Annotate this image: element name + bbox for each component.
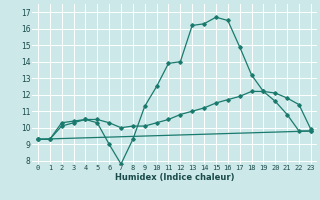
- X-axis label: Humidex (Indice chaleur): Humidex (Indice chaleur): [115, 173, 234, 182]
